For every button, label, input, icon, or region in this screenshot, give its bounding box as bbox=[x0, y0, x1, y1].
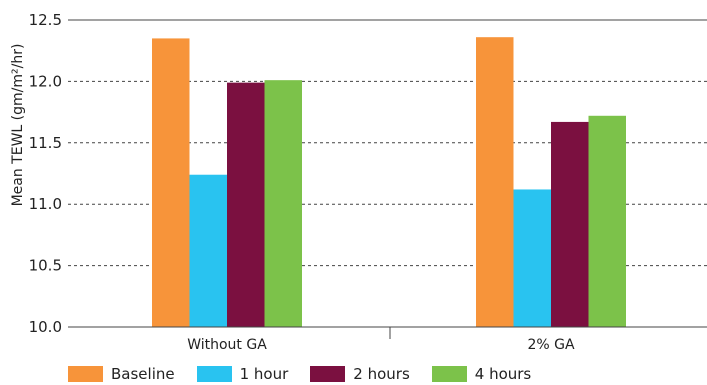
legend-label: 2 hours bbox=[353, 365, 410, 383]
y-tick-label: 10.5 bbox=[29, 257, 62, 275]
x-category-label: 2% GA bbox=[527, 337, 575, 353]
y-axis-ticks: 10.0 10.5 11.0 11.5 12.0 12.5 bbox=[29, 11, 62, 336]
bar-chart: 10.0 10.5 11.0 11.5 12.0 12.5 Without GA 2% GA… bbox=[10, 11, 707, 353]
y-tick-label: 12.0 bbox=[29, 72, 62, 90]
legend-item: Baseline bbox=[68, 365, 175, 383]
y-tick-label: 11.5 bbox=[29, 134, 62, 152]
bar bbox=[227, 82, 265, 328]
legend-item: 2 hours bbox=[310, 365, 410, 383]
axes bbox=[68, 326, 707, 339]
bar bbox=[551, 121, 589, 327]
legend-swatch bbox=[68, 366, 103, 382]
bar bbox=[189, 174, 227, 327]
y-tick-label: 12.5 bbox=[29, 11, 62, 29]
bar bbox=[588, 115, 626, 327]
gridlines bbox=[68, 19, 707, 267]
bar bbox=[264, 80, 302, 327]
legend-label: 1 hour bbox=[239, 365, 289, 383]
legend-swatch bbox=[196, 366, 232, 382]
bar bbox=[152, 38, 190, 328]
legend-item: 4 hours bbox=[431, 365, 532, 383]
legend-label: 4 hours bbox=[474, 365, 532, 383]
legend: Baseline 1 hour 2 hours 4 hours bbox=[68, 363, 553, 385]
bar bbox=[513, 189, 551, 327]
y-tick-label: 11.0 bbox=[29, 195, 62, 213]
legend-swatch bbox=[310, 366, 346, 382]
x-axis-categories: Without GA 2% GA bbox=[187, 337, 575, 353]
x-category-label: Without GA bbox=[187, 337, 267, 353]
y-tick-label: 10.0 bbox=[29, 318, 62, 336]
y-axis-label: Mean TEWL (gm/m²/hr) bbox=[10, 44, 26, 207]
bars bbox=[152, 37, 626, 328]
bar bbox=[476, 37, 514, 327]
legend-item: 1 hour bbox=[196, 365, 289, 383]
legend-swatch bbox=[431, 366, 467, 382]
legend-label: Baseline bbox=[111, 365, 175, 383]
